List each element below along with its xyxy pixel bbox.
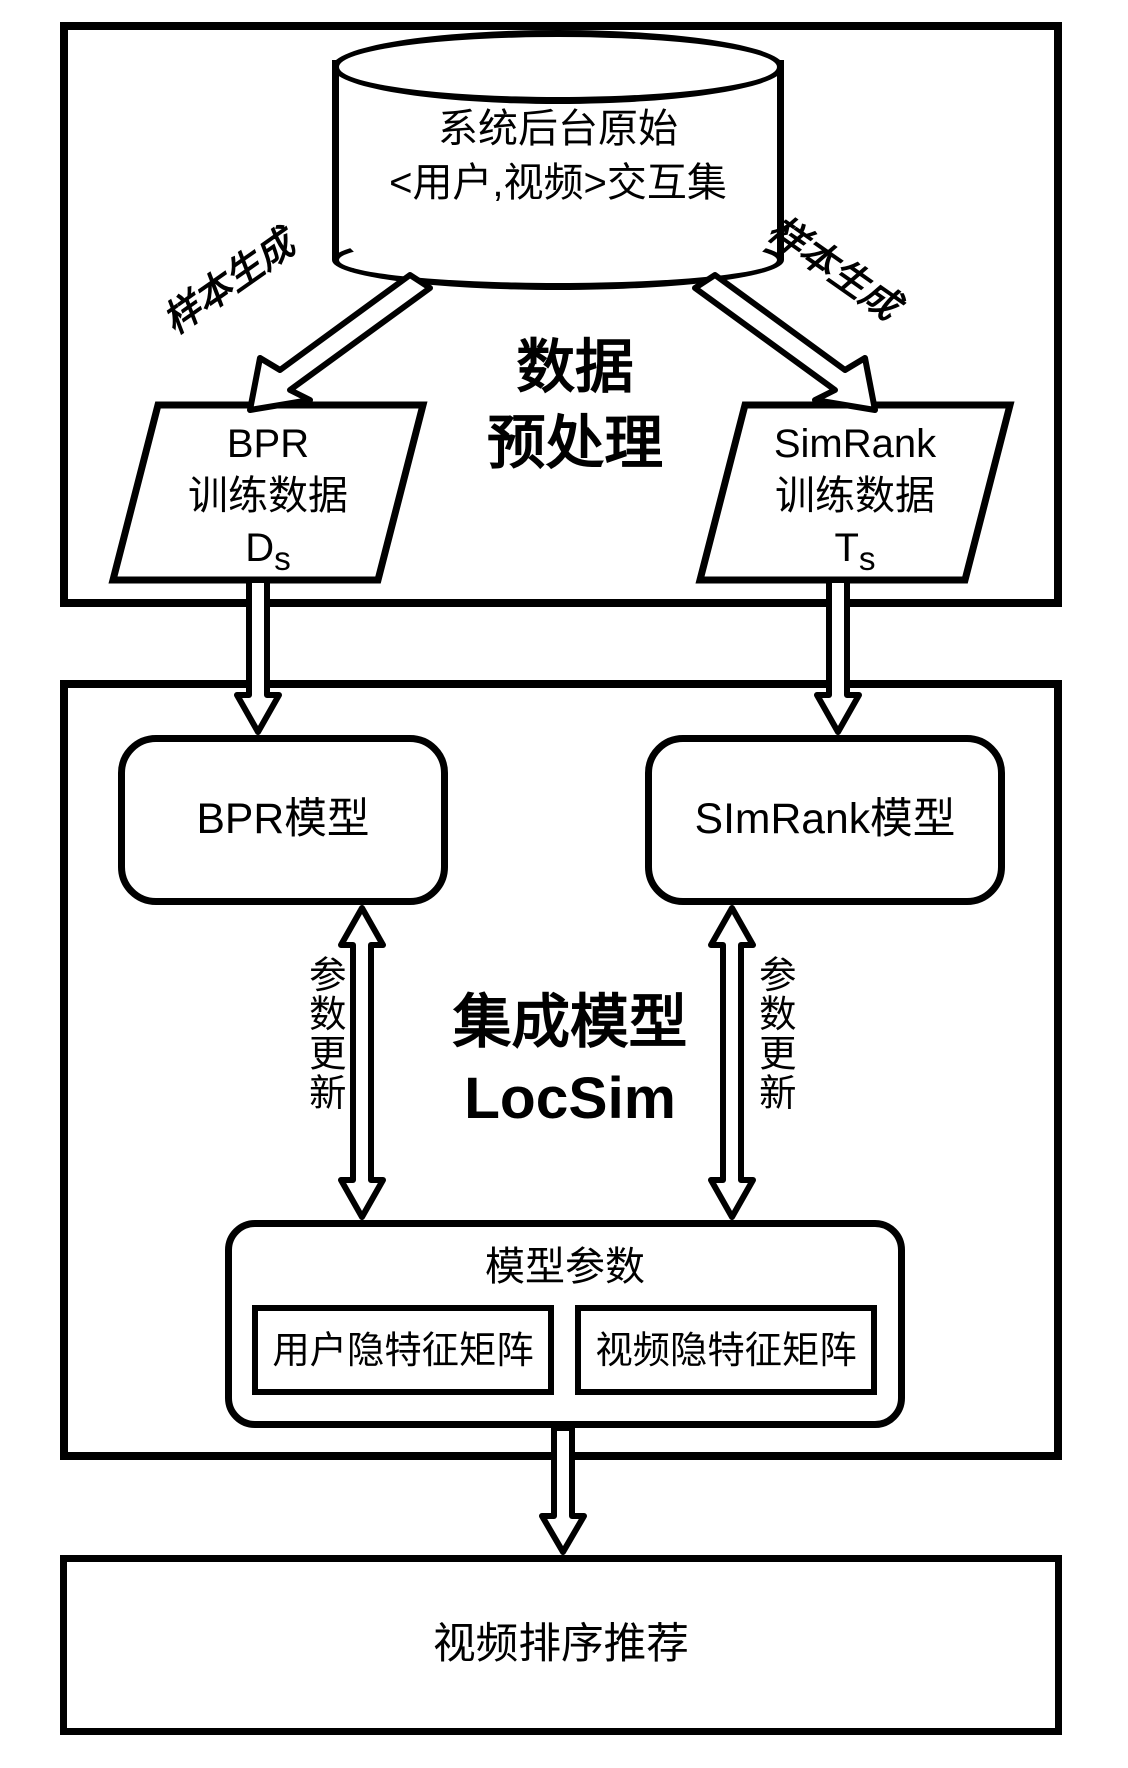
bpr-data-parallelogram: BPR 训练数据 Ds [108,400,428,585]
ensemble-title: 集成模型 LocSim [420,985,720,1138]
preprocess-title: 数据 预处理 [445,330,705,483]
param-video-matrix-label: 视频隐特征矩阵 [595,1326,856,1375]
arrow-simrank-param-double [707,905,757,1220]
bpr-data-line2: 训练数据 [188,474,348,518]
param-box-title: 模型参数 [485,1241,645,1293]
simrank-model-label: SImRank模型 [695,792,956,847]
arrow-param-to-output [538,1428,588,1555]
ensemble-title-line1: 集成模型 [453,990,688,1055]
param-user-matrix: 用户隐特征矩阵 [252,1305,554,1395]
bpr-model-box: BPR模型 [118,735,448,905]
arrow-bpr-param-double [337,905,387,1220]
arrow-simrankdata-to-model [813,580,863,735]
bpr-data-line1: BPR [227,422,309,466]
arrow-cyl-to-simrank [685,270,895,415]
cylinder-line1: 系统后台原始 [438,107,678,151]
arrow-bprdata-to-model [233,580,283,735]
arrow-cyl-to-bpr [230,270,440,415]
simrank-data-line2: 训练数据 [775,474,935,518]
ensemble-title-line2: LocSim [464,1066,676,1131]
bpr-data-line3: Ds [245,526,291,570]
simrank-data-line3: Ts [834,526,875,570]
database-cylinder: 系统后台原始 <用户,视频>交互集 [332,60,784,260]
output-box: 视频排序推荐 [60,1555,1062,1735]
param-video-matrix: 视频隐特征矩阵 [575,1305,877,1395]
diagram-canvas: 系统后台原始 <用户,视频>交互集 数据 预处理 BPR 训练数据 Ds Sim… [0,0,1128,1768]
simrank-model-box: SImRank模型 [645,735,1005,905]
output-box-label: 视频排序推荐 [433,1617,689,1672]
cylinder-line2: <用户,视频>交互集 [389,161,727,205]
param-update-right-label: 参数更新 [752,955,797,1112]
simrank-data-parallelogram: SimRank 训练数据 Ts [695,400,1015,585]
param-user-matrix-label: 用户隐特征矩阵 [272,1326,533,1375]
preprocess-title-line2: 预处理 [487,411,663,476]
preprocess-title-line1: 数据 [516,335,633,400]
bpr-model-label: BPR模型 [196,792,369,847]
simrank-data-line1: SimRank [774,422,936,466]
